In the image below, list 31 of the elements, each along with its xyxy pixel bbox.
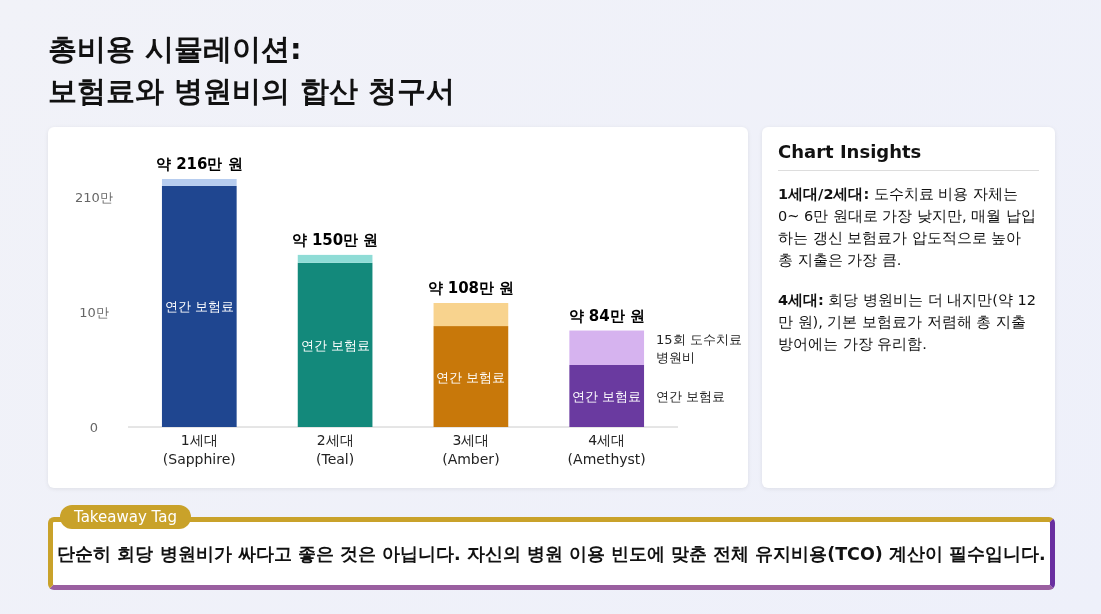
text: 단순히 회당 병원비가 싸다고 좋은 것은 아닙니다. 자신의 병원 이용 빈도에 맞춘 전체 유지비용(TCO) 계산이 필수입니다. xyxy=(57,543,1046,564)
bar xyxy=(569,365,645,427)
bar xyxy=(161,185,237,427)
bar xyxy=(433,326,509,427)
series-label: 연간 보험료 xyxy=(164,299,234,315)
x-tick-label: 4세대 (Amethyst) xyxy=(567,432,646,467)
x-tick-label: 1세대 (Sapphire) xyxy=(162,432,236,467)
text: Takeaway Tag xyxy=(60,505,191,529)
text: 연간 보험료 xyxy=(436,369,506,385)
bar xyxy=(297,254,373,263)
text: 0 xyxy=(89,420,99,435)
bar xyxy=(433,303,509,327)
text: 210만 xyxy=(75,190,113,205)
series-label: 15회 도수치료 병원비 xyxy=(656,331,742,365)
total-label: 약 108만 원 xyxy=(427,279,515,297)
x-tick-label: 2세대 (Teal) xyxy=(316,432,355,467)
total-label: 약 84만 원 xyxy=(568,306,645,325)
text: 연간 보험료 xyxy=(572,389,642,404)
bar xyxy=(297,262,373,427)
total-label: 약 216만 원 xyxy=(155,155,243,173)
bar xyxy=(161,179,237,186)
chart-title: 총비용 시뮬레이션: 보험료와 병원비의 합산 청구서 xyxy=(48,31,456,110)
text: Chart Insights xyxy=(778,141,1039,171)
text: 연간 보험료 xyxy=(656,389,726,404)
total-label: 약 150만 원 xyxy=(291,230,379,249)
text: 1세대/2세대: 도수치료 비용 자체는 0~ 6만 원대로 가장 낮지만, 매월 납입하는 갱신 보험료가 압도적으로 높아 총 지출은 가장 큼. xyxy=(778,186,1036,268)
x-tick-label: 3세대 (Amber) xyxy=(442,432,500,467)
text: 연간 보험료 xyxy=(300,337,370,353)
text: 10만 xyxy=(79,305,109,320)
bar xyxy=(569,330,645,365)
text: 4세대: 회당 병원비는 더 내지만(약 12만 원), 기본 보험료가 저렴해 총 지출 방어에는 가장 유리함. xyxy=(778,292,1037,352)
